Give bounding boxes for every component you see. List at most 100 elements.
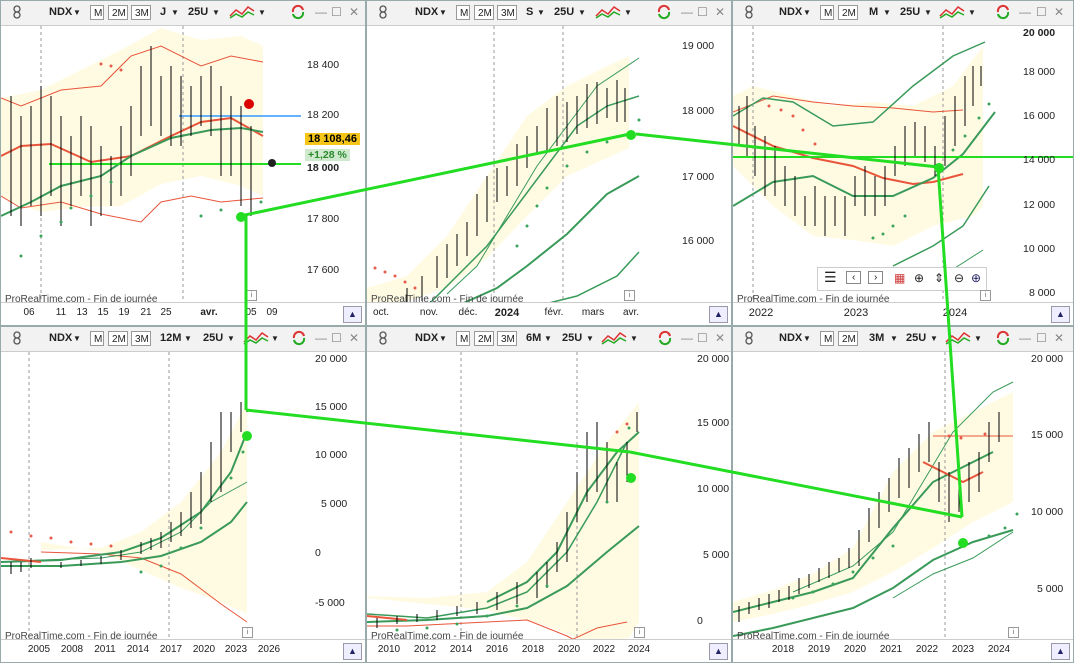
- refresh-icon[interactable]: [657, 330, 673, 346]
- minimize-icon[interactable]: —: [315, 5, 327, 19]
- indicators-dropdown-icon[interactable]: ▼: [258, 8, 266, 17]
- info-icon[interactable]: i: [242, 627, 253, 638]
- period-selector[interactable]: 12M: [160, 332, 182, 344]
- symbol-dropdown-icon[interactable]: ▼: [803, 8, 811, 17]
- units-dropdown-icon[interactable]: ▼: [586, 334, 594, 343]
- symbol-label[interactable]: NDX: [779, 6, 803, 18]
- menu-icon[interactable]: ☰: [824, 269, 837, 285]
- prev-icon[interactable]: ‹: [846, 271, 862, 284]
- period-button-2m[interactable]: 2M: [838, 331, 858, 346]
- chart-panel-3m[interactable]: NDX ▼ M 2M 3M ▼ 25U ▼ ▼ — ☐ ✕ 20 000 15 …: [732, 326, 1074, 663]
- maximize-icon[interactable]: ☐: [1036, 5, 1047, 19]
- period-button-m[interactable]: M: [820, 331, 834, 346]
- info-icon[interactable]: i: [1008, 627, 1019, 638]
- maximize-icon[interactable]: ☐: [331, 5, 342, 19]
- indicators-icon[interactable]: [229, 4, 255, 20]
- symbol-label[interactable]: NDX: [49, 6, 73, 18]
- period-button-2m[interactable]: 2M: [108, 331, 128, 346]
- indicators-icon[interactable]: [601, 330, 627, 346]
- info-icon[interactable]: i: [634, 627, 645, 638]
- units-dropdown-icon[interactable]: ▼: [578, 8, 586, 17]
- price-chart[interactable]: [367, 26, 732, 306]
- info-icon[interactable]: i: [624, 290, 635, 301]
- chart-panel-12m[interactable]: NDX ▼ M 2M 3M 12M ▼ 25U ▼ ▼ — ☐ ✕ 20 000…: [0, 326, 366, 663]
- period-selector[interactable]: M: [869, 6, 879, 18]
- close-icon[interactable]: ✕: [1054, 5, 1065, 19]
- units-dropdown-icon[interactable]: ▼: [227, 334, 235, 343]
- period-dropdown-icon[interactable]: ▼: [883, 8, 891, 17]
- units-selector[interactable]: 25U: [554, 6, 575, 18]
- units-selector[interactable]: 25U: [188, 6, 209, 18]
- indicators-icon[interactable]: [939, 4, 965, 20]
- period-selector[interactable]: S: [526, 6, 534, 18]
- close-icon[interactable]: ✕: [715, 331, 726, 345]
- period-button-m[interactable]: M: [820, 5, 834, 20]
- maximize-icon[interactable]: ☐: [697, 331, 708, 345]
- refresh-icon[interactable]: [656, 4, 672, 20]
- period-dropdown-icon[interactable]: ▼: [171, 8, 179, 17]
- symbol-label[interactable]: NDX: [415, 332, 439, 344]
- period-button-2m[interactable]: 2M: [108, 5, 128, 20]
- indicators-icon[interactable]: [945, 330, 971, 346]
- symbol-label[interactable]: NDX: [415, 6, 439, 18]
- units-selector[interactable]: 25U: [562, 332, 583, 344]
- zoom-out-icon[interactable]: ⊖: [954, 271, 965, 285]
- zoom-in-icon[interactable]: ⊕: [971, 271, 982, 285]
- scroll-right-button[interactable]: ▲: [343, 306, 362, 323]
- price-chart[interactable]: [367, 352, 732, 642]
- period-button-2m[interactable]: 2M: [474, 5, 494, 20]
- link-icon[interactable]: [741, 330, 757, 346]
- symbol-dropdown-icon[interactable]: ▼: [73, 334, 81, 343]
- zoom-range-icon[interactable]: ⇕: [934, 271, 945, 285]
- period-selector[interactable]: 3M: [869, 332, 885, 344]
- info-icon[interactable]: i: [246, 290, 257, 301]
- price-chart[interactable]: [1, 352, 366, 642]
- period-button-3m[interactable]: 3M: [131, 331, 151, 346]
- info-icon[interactable]: i: [980, 290, 991, 301]
- symbol-label[interactable]: NDX: [779, 332, 803, 344]
- price-chart[interactable]: [1, 26, 366, 306]
- chart-icon[interactable]: ▦: [894, 271, 906, 285]
- units-dropdown-icon[interactable]: ▼: [212, 8, 220, 17]
- minimize-icon[interactable]: —: [1019, 5, 1031, 19]
- close-icon[interactable]: ✕: [349, 5, 360, 19]
- symbol-dropdown-icon[interactable]: ▼: [803, 334, 811, 343]
- period-selector[interactable]: J: [160, 6, 167, 18]
- scroll-right-button[interactable]: ▲: [1051, 643, 1070, 660]
- indicators-dropdown-icon[interactable]: ▼: [630, 334, 638, 343]
- period-button-2m[interactable]: 2M: [474, 331, 494, 346]
- link-icon[interactable]: [375, 4, 391, 20]
- next-icon[interactable]: ›: [868, 271, 884, 284]
- period-button-m[interactable]: M: [90, 331, 104, 346]
- period-selector[interactable]: 6M: [526, 332, 542, 344]
- period-dropdown-icon[interactable]: ▼: [184, 334, 192, 343]
- indicators-dropdown-icon[interactable]: ▼: [968, 8, 976, 17]
- scroll-right-button[interactable]: ▲: [343, 643, 362, 660]
- symbol-dropdown-icon[interactable]: ▼: [73, 8, 81, 17]
- close-icon[interactable]: ✕: [715, 5, 726, 19]
- indicators-dropdown-icon[interactable]: ▼: [624, 8, 632, 17]
- chart-panel-monthly[interactable]: NDX ▼ M 2M M ▼ 25U ▼ ▼ — ☐ ✕ ☰ ‹ › ▦: [732, 0, 1074, 326]
- maximize-icon[interactable]: ☐: [331, 331, 342, 345]
- maximize-icon[interactable]: ☐: [1036, 331, 1047, 345]
- indicators-icon[interactable]: [243, 330, 269, 346]
- minimize-icon[interactable]: —: [681, 5, 693, 19]
- close-icon[interactable]: ✕: [1054, 331, 1065, 345]
- zoom-fit-icon[interactable]: ⊕: [914, 271, 925, 285]
- link-icon[interactable]: [9, 4, 25, 20]
- minimize-icon[interactable]: —: [681, 331, 693, 345]
- units-selector[interactable]: 25U: [900, 6, 921, 18]
- refresh-icon[interactable]: [291, 330, 307, 346]
- period-button-2m[interactable]: 2M: [838, 5, 858, 20]
- units-selector[interactable]: 25U: [203, 332, 224, 344]
- minimize-icon[interactable]: —: [315, 331, 327, 345]
- symbol-label[interactable]: NDX: [49, 332, 73, 344]
- chart-panel-weekly[interactable]: NDX ▼ M 2M 3M S ▼ 25U ▼ ▼ — ☐ ✕ 19 000 1…: [366, 0, 732, 326]
- period-dropdown-icon[interactable]: ▼: [890, 334, 898, 343]
- period-button-3m[interactable]: 3M: [497, 331, 517, 346]
- units-dropdown-icon[interactable]: ▼: [930, 334, 938, 343]
- link-icon[interactable]: [741, 4, 757, 20]
- period-dropdown-icon[interactable]: ▼: [537, 8, 545, 17]
- chart-panel-6m[interactable]: NDX ▼ M 2M 3M 6M ▼ 25U ▼ ▼ — ☐ ✕ 20 000 …: [366, 326, 732, 663]
- refresh-icon[interactable]: [995, 330, 1011, 346]
